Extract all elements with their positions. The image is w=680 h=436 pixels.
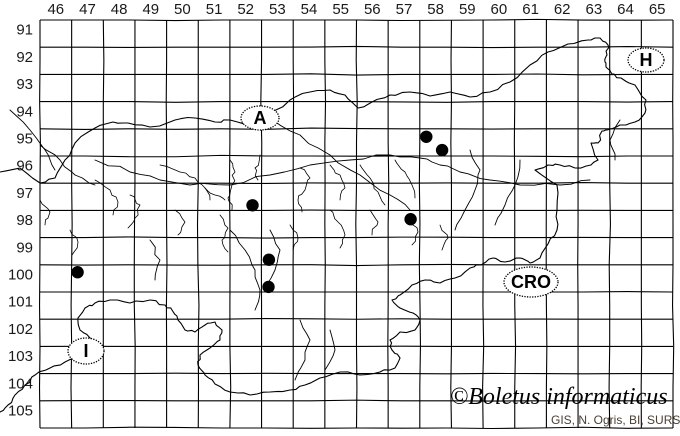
svg-text:51: 51 [206,1,223,18]
svg-text:I: I [83,341,88,361]
svg-text:65: 65 [649,1,666,18]
svg-text:48: 48 [111,1,128,18]
svg-text:101: 101 [8,294,33,311]
svg-text:91: 91 [16,22,33,39]
svg-text:98: 98 [16,212,33,229]
svg-text:105: 105 [8,403,33,420]
svg-text:59: 59 [459,1,476,18]
svg-text:102: 102 [8,321,33,338]
svg-text:GIS, N. Ogris, BI, SURS: GIS, N. Ogris, BI, SURS [551,413,680,427]
svg-text:97: 97 [16,185,33,202]
svg-text:53: 53 [269,1,286,18]
svg-text:64: 64 [617,1,634,18]
svg-text:93: 93 [16,76,33,93]
svg-text:52: 52 [237,1,254,18]
svg-text:99: 99 [16,239,33,256]
svg-text:H: H [640,50,653,70]
svg-text:58: 58 [427,1,444,18]
svg-text:A: A [254,108,267,128]
svg-text:92: 92 [16,49,33,66]
svg-text:63: 63 [586,1,603,18]
svg-text:55: 55 [332,1,349,18]
svg-text:57: 57 [396,1,413,18]
svg-text:50: 50 [174,1,191,18]
svg-text:54: 54 [301,1,318,18]
svg-text:61: 61 [522,1,539,18]
svg-text:60: 60 [491,1,508,18]
svg-text:100: 100 [8,267,33,284]
svg-text:103: 103 [8,348,33,365]
svg-text:47: 47 [79,1,96,18]
svg-text:95: 95 [16,131,33,148]
svg-text:49: 49 [142,1,159,18]
svg-text:56: 56 [364,1,381,18]
svg-text:©Boletus informaticus: ©Boletus informaticus [450,384,668,410]
svg-text:46: 46 [47,1,64,18]
svg-text:CRO: CRO [511,272,551,292]
svg-text:62: 62 [554,1,571,18]
